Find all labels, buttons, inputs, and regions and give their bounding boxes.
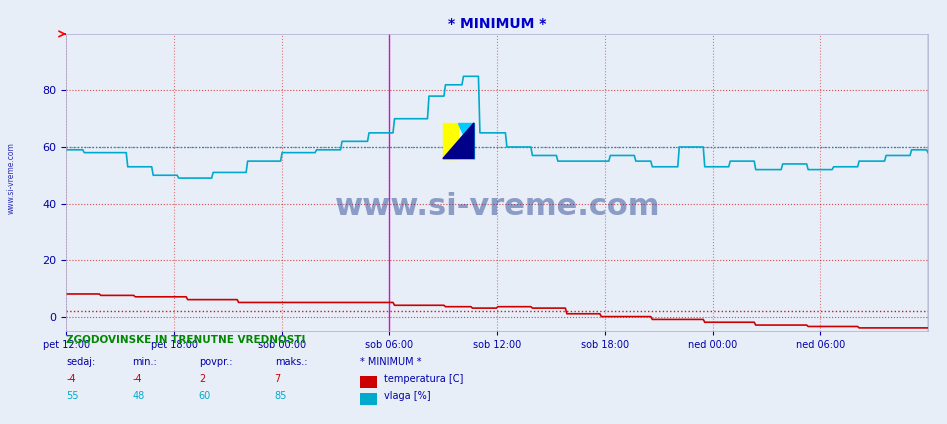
Polygon shape <box>458 123 474 159</box>
Text: ZGODOVINSKE IN TRENUTNE VREDNOSTI: ZGODOVINSKE IN TRENUTNE VREDNOSTI <box>66 335 306 346</box>
Text: temperatura [C]: temperatura [C] <box>384 374 463 384</box>
Text: -4: -4 <box>66 374 76 384</box>
Text: 7: 7 <box>275 374 281 384</box>
Text: 60: 60 <box>199 391 211 401</box>
Title: * MINIMUM *: * MINIMUM * <box>448 17 546 31</box>
Text: min.:: min.: <box>133 357 157 367</box>
Text: povpr.:: povpr.: <box>199 357 232 367</box>
Text: www.si-vreme.com: www.si-vreme.com <box>7 142 16 214</box>
Text: 2: 2 <box>199 374 205 384</box>
Text: maks.:: maks.: <box>275 357 307 367</box>
Text: vlaga [%]: vlaga [%] <box>384 391 430 401</box>
Text: 55: 55 <box>66 391 79 401</box>
Text: -4: -4 <box>133 374 142 384</box>
Text: sedaj:: sedaj: <box>66 357 96 367</box>
Text: 48: 48 <box>133 391 145 401</box>
Text: * MINIMUM *: * MINIMUM * <box>360 357 421 367</box>
Bar <box>443 123 458 159</box>
Text: 85: 85 <box>275 391 287 401</box>
Text: www.si-vreme.com: www.si-vreme.com <box>334 192 660 220</box>
Polygon shape <box>443 123 474 159</box>
